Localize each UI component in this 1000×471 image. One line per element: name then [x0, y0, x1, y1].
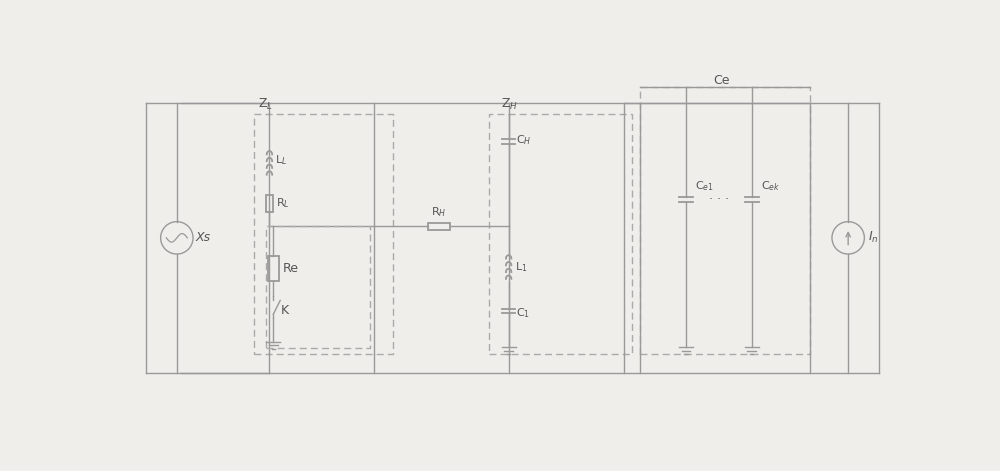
Text: Ce: Ce [713, 73, 730, 87]
Bar [266, 195, 273, 211]
Text: R$_H$: R$_H$ [431, 205, 447, 219]
Bar [268, 256, 279, 281]
Text: · · ·: · · · [709, 193, 729, 206]
Text: Z$_L$: Z$_L$ [258, 97, 273, 112]
Text: C$_{ek}$: C$_{ek}$ [761, 179, 780, 193]
Text: Xs: Xs [195, 231, 210, 244]
Text: R$_L$: R$_L$ [276, 196, 289, 210]
Text: C$_H$: C$_H$ [516, 133, 532, 147]
Text: I$_n$: I$_n$ [868, 230, 879, 245]
Bar [428, 223, 450, 230]
Text: C$_1$: C$_1$ [516, 306, 530, 320]
Text: L$_1$: L$_1$ [515, 260, 527, 274]
Text: C$_{e1}$: C$_{e1}$ [695, 179, 714, 193]
Text: Re: Re [283, 262, 299, 275]
Text: Z$_H$: Z$_H$ [501, 97, 518, 112]
Text: K: K [281, 304, 289, 317]
Text: L$_L$: L$_L$ [275, 153, 287, 167]
